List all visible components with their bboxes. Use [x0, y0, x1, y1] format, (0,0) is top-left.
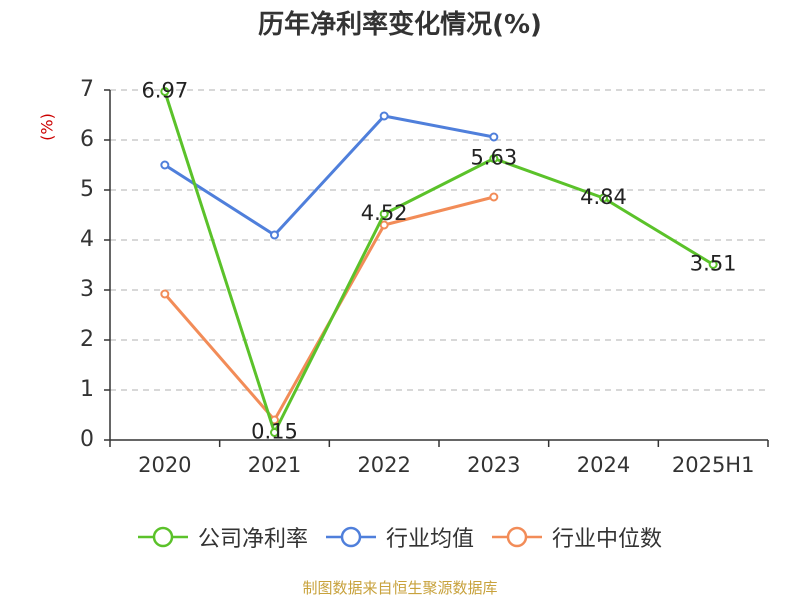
data-label: 5.63 — [470, 146, 517, 170]
data-point[interactable] — [160, 87, 170, 96]
legend-marker-icon — [325, 526, 376, 548]
data-point[interactable] — [160, 289, 170, 299]
axes: 0 1 2 3 4 5 6 7 2020 2021 2022 2023 2024 2025H1 — [80, 77, 769, 477]
data-point[interactable] — [270, 428, 279, 437]
data-label: 4.84 — [580, 185, 627, 209]
y-tick-label: 0 — [80, 427, 94, 452]
x-tick-label: 2024 — [577, 453, 630, 477]
data-point[interactable] — [379, 111, 389, 121]
y-axis-label: (%) — [38, 113, 57, 141]
x-tick-label: 2025H1 — [672, 453, 755, 477]
series-lines — [160, 87, 718, 437]
source-footer: 制图数据来自恒生聚源数据库 — [302, 579, 498, 597]
series-line — [163, 91, 714, 434]
data-label: 0.15 — [251, 420, 298, 444]
data-point[interactable] — [489, 192, 499, 202]
y-tick-label: 2 — [80, 327, 94, 352]
series-line — [164, 114, 495, 237]
data-point[interactable] — [379, 209, 389, 219]
chart-title: 历年净利率变化情况(%) — [258, 10, 542, 40]
data-point[interactable] — [379, 220, 389, 230]
y-tick-label: 7 — [80, 77, 94, 102]
data-labels: 6.97 0.15 4.52 5.63 4.84 3.51 — [141, 79, 736, 444]
y-tick-label: 3 — [80, 277, 94, 302]
data-point[interactable] — [708, 260, 718, 269]
x-tick-label: 2022 — [357, 453, 410, 477]
legend-item[interactable]: 行业均值 — [325, 521, 474, 553]
chart-legend: 公司净利率 行业均值 行业中位数 — [0, 519, 800, 555]
x-tick-label: 2021 — [248, 453, 301, 477]
series-group — [160, 87, 718, 437]
data-label: 6.97 — [141, 79, 188, 103]
series-group — [160, 111, 499, 240]
data-point[interactable] — [270, 230, 279, 240]
y-tick-label: 5 — [80, 177, 94, 202]
data-point[interactable] — [489, 154, 499, 163]
series-group — [160, 192, 499, 425]
legend-item[interactable]: 公司净利率 — [137, 521, 308, 553]
data-label: 4.52 — [361, 201, 408, 225]
data-point[interactable] — [599, 193, 608, 203]
y-tick-label: 6 — [80, 127, 94, 152]
x-tick-label: 2020 — [138, 453, 191, 477]
legend-item[interactable]: 行业中位数 — [492, 521, 662, 553]
y-tick-label: 1 — [80, 377, 94, 402]
legend-marker-icon — [137, 526, 188, 548]
data-point[interactable] — [160, 160, 170, 170]
legend-label: 行业中位数 — [552, 527, 663, 552]
legend-marker-icon — [492, 526, 542, 548]
y-tick-label: 4 — [80, 227, 94, 252]
data-label: 3.51 — [690, 252, 737, 276]
legend-label: 公司净利率 — [197, 527, 308, 552]
data-point[interactable] — [489, 132, 499, 142]
series-line — [163, 195, 495, 422]
x-tick-label: 2023 — [467, 453, 520, 477]
legend-label: 行业均值 — [385, 527, 474, 552]
